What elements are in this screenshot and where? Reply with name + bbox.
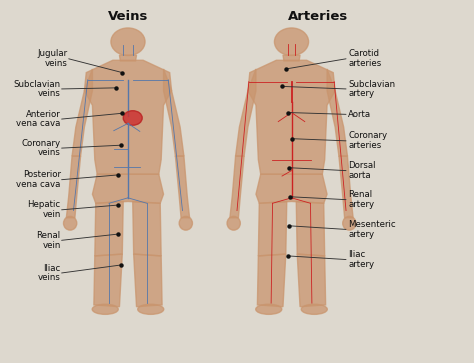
- Polygon shape: [296, 201, 325, 256]
- Text: Iliac
artery: Iliac artery: [348, 250, 374, 269]
- Polygon shape: [66, 156, 81, 218]
- Text: Dorsal
aorta: Dorsal aorta: [348, 161, 376, 180]
- Polygon shape: [339, 156, 353, 218]
- Text: Coronary
veins: Coronary veins: [21, 139, 61, 158]
- Ellipse shape: [92, 304, 118, 314]
- Text: Subclavian
veins: Subclavian veins: [14, 79, 61, 98]
- Text: Mesenteric
artery: Mesenteric artery: [348, 220, 396, 239]
- Text: Aorta: Aorta: [348, 110, 372, 119]
- Text: Jugular
veins: Jugular veins: [37, 49, 68, 68]
- Polygon shape: [258, 201, 287, 256]
- Text: Carotid
arteries: Carotid arteries: [348, 49, 382, 68]
- Ellipse shape: [227, 216, 240, 230]
- Polygon shape: [92, 174, 164, 203]
- Polygon shape: [72, 69, 92, 156]
- Text: Veins: Veins: [108, 10, 148, 23]
- Text: Renal
artery: Renal artery: [348, 190, 374, 209]
- Polygon shape: [327, 69, 347, 156]
- Polygon shape: [119, 55, 137, 61]
- Polygon shape: [133, 201, 161, 256]
- Polygon shape: [175, 156, 190, 218]
- Ellipse shape: [179, 216, 192, 230]
- Ellipse shape: [111, 28, 145, 56]
- Polygon shape: [248, 60, 335, 174]
- Text: Coronary
arteries: Coronary arteries: [348, 131, 388, 150]
- Ellipse shape: [255, 304, 282, 314]
- Text: Hepatic
vein: Hepatic vein: [27, 200, 61, 219]
- Text: Iliac
veins: Iliac veins: [38, 264, 61, 282]
- Polygon shape: [94, 254, 122, 307]
- Polygon shape: [297, 254, 326, 307]
- Text: Arteries: Arteries: [287, 10, 348, 23]
- Ellipse shape: [274, 28, 309, 56]
- Polygon shape: [256, 174, 327, 203]
- Ellipse shape: [343, 216, 356, 230]
- Text: Subclavian
artery: Subclavian artery: [348, 79, 395, 98]
- Ellipse shape: [64, 216, 77, 230]
- Text: Anterior
vena cava: Anterior vena cava: [16, 110, 61, 129]
- Text: Posterior
vena cava: Posterior vena cava: [16, 170, 61, 189]
- Polygon shape: [236, 69, 256, 156]
- Polygon shape: [257, 254, 286, 307]
- Ellipse shape: [301, 304, 327, 314]
- Ellipse shape: [123, 111, 142, 125]
- Polygon shape: [283, 55, 300, 61]
- Polygon shape: [134, 254, 162, 307]
- Polygon shape: [95, 201, 123, 256]
- Text: Renal
vein: Renal vein: [36, 231, 61, 250]
- Polygon shape: [230, 156, 244, 218]
- Ellipse shape: [137, 304, 164, 314]
- Polygon shape: [164, 69, 184, 156]
- Polygon shape: [84, 60, 172, 174]
